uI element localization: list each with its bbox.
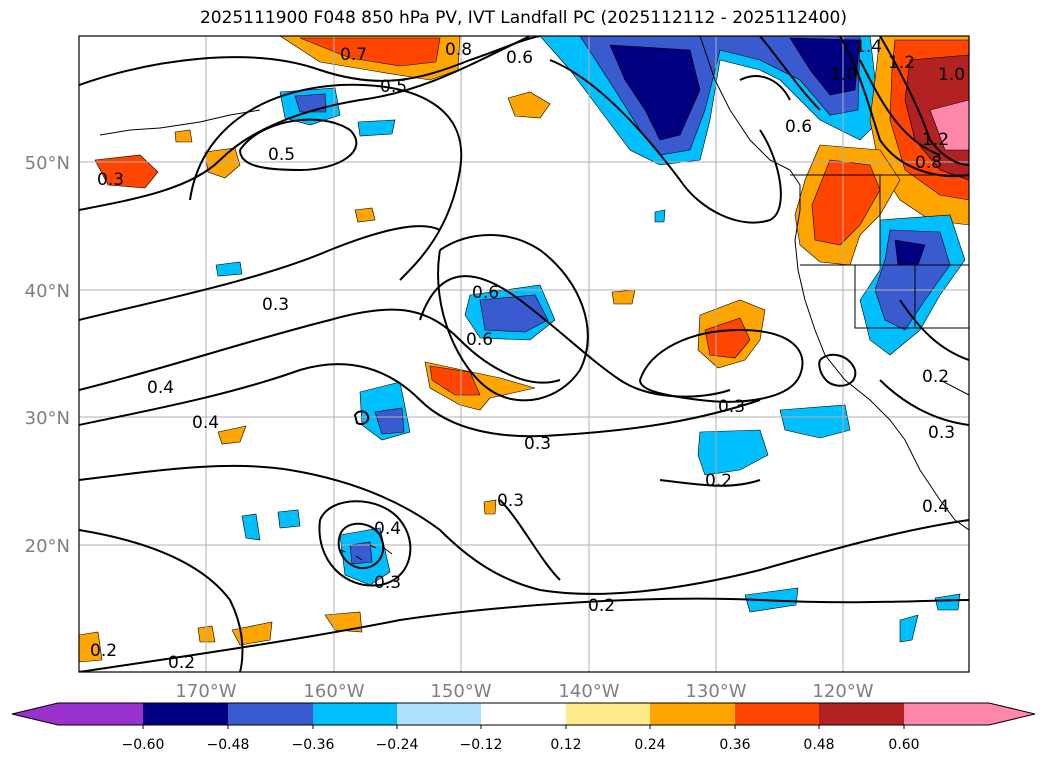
colorbar-segment [481, 703, 566, 725]
colorbar-tick-label: −0.60 [122, 737, 165, 753]
colorbar: −0.60 −0.48 −0.36 −0.24 −0.12 0.12 0.24 … [11, 702, 1036, 753]
longitude-labels: 170°W 160°W 150°W 140°W 130°W 120°W [175, 681, 873, 702]
colorbar-tick-label: −0.48 [207, 737, 250, 753]
colorbar-tick-label: 0.60 [888, 737, 919, 753]
colorbar-segment [143, 703, 228, 725]
contour-label: 0.4 [374, 519, 401, 539]
colorbar-tick-label: −0.12 [460, 737, 503, 753]
lon-label: 140°W [558, 681, 619, 702]
contour-label: 0.4 [192, 413, 219, 433]
map-frame [78, 35, 970, 673]
colorbar-segment [819, 703, 904, 725]
colorbar-segment [735, 703, 819, 725]
colorbar-segment [228, 703, 313, 725]
contour-label: 0.4 [922, 497, 949, 517]
colorbar-extend-max [989, 703, 1035, 725]
colorbar-extend-min [12, 703, 58, 725]
map-panel: 0.8 0.7 0.5 0.6 0.5 1.4 1.2 1.0 1.2 1.0 … [79, 36, 969, 673]
contour-label: 0.3 [374, 573, 401, 593]
colorbar-tick-label: 0.36 [719, 737, 750, 753]
colorbar-segment [58, 703, 143, 725]
contour-label: 0.6 [506, 48, 533, 68]
colorbar-tick-label: 0.24 [634, 737, 665, 753]
contour-label: 0.5 [380, 77, 407, 97]
contour-label: 0.2 [705, 471, 732, 491]
lat-label: 30°N [25, 408, 70, 429]
lon-label: 170°W [175, 681, 236, 702]
contour-label: 0.2 [922, 367, 949, 387]
contour-label: 1.4 [855, 37, 882, 57]
contour-label: 0.6 [785, 117, 812, 137]
latitude-labels: 50°N 40°N 30°N 20°N [25, 153, 70, 557]
contour-label: 0.2 [588, 596, 615, 616]
contour-labels: 0.8 0.7 0.5 0.6 0.5 1.4 1.2 1.0 1.2 1.0 … [90, 37, 965, 673]
contour-label: 1.2 [888, 53, 915, 73]
colorbar-segment [313, 703, 397, 725]
contour-label: 0.3 [524, 434, 551, 454]
contour-label: 0.2 [90, 641, 117, 661]
colorbar-tick-label: 0.48 [803, 737, 834, 753]
contour-label: 0.8 [445, 40, 472, 60]
colorbar-segment [397, 703, 481, 725]
map-title: 2025111900 F048 850 hPa PV, IVT Landfall… [199, 8, 847, 28]
contour-label: 0.3 [262, 295, 289, 315]
lat-label: 50°N [25, 153, 70, 174]
contour-label: 0.3 [928, 423, 955, 443]
contour-label: 0.2 [168, 653, 195, 673]
contour-label: 0.8 [915, 153, 942, 173]
lon-label: 120°W [812, 681, 873, 702]
contour-label: 0.3 [97, 170, 124, 190]
pv-contours [79, 36, 969, 672]
colorbar-segment [650, 703, 735, 725]
contour-label: 1.2 [922, 130, 949, 150]
contour-label: 0.4 [147, 378, 174, 398]
contour-label: 0.3 [497, 491, 524, 511]
lon-label: 130°W [685, 681, 746, 702]
contour-label: 0.6 [466, 330, 493, 350]
contour-label: 0.7 [340, 45, 367, 65]
contour-label: 0.5 [268, 145, 295, 165]
contour-label: 1.0 [938, 65, 965, 85]
contour-label: 0.6 [472, 283, 499, 303]
colorbar-segment [566, 703, 650, 725]
colorbar-segment [904, 703, 989, 725]
colorbar-tick-label: −0.36 [292, 737, 335, 753]
lat-label: 40°N [25, 281, 70, 302]
contour-label: 1.0 [830, 65, 857, 85]
lat-label: 20°N [25, 536, 70, 557]
pv-shading [79, 36, 969, 663]
colorbar-tick-label: −0.24 [376, 737, 419, 753]
lon-label: 150°W [430, 681, 491, 702]
coastlines [99, 36, 969, 561]
colorbar-tick-label: 0.12 [550, 737, 581, 753]
lon-label: 160°W [303, 681, 364, 702]
contour-label: 0.3 [718, 397, 745, 417]
